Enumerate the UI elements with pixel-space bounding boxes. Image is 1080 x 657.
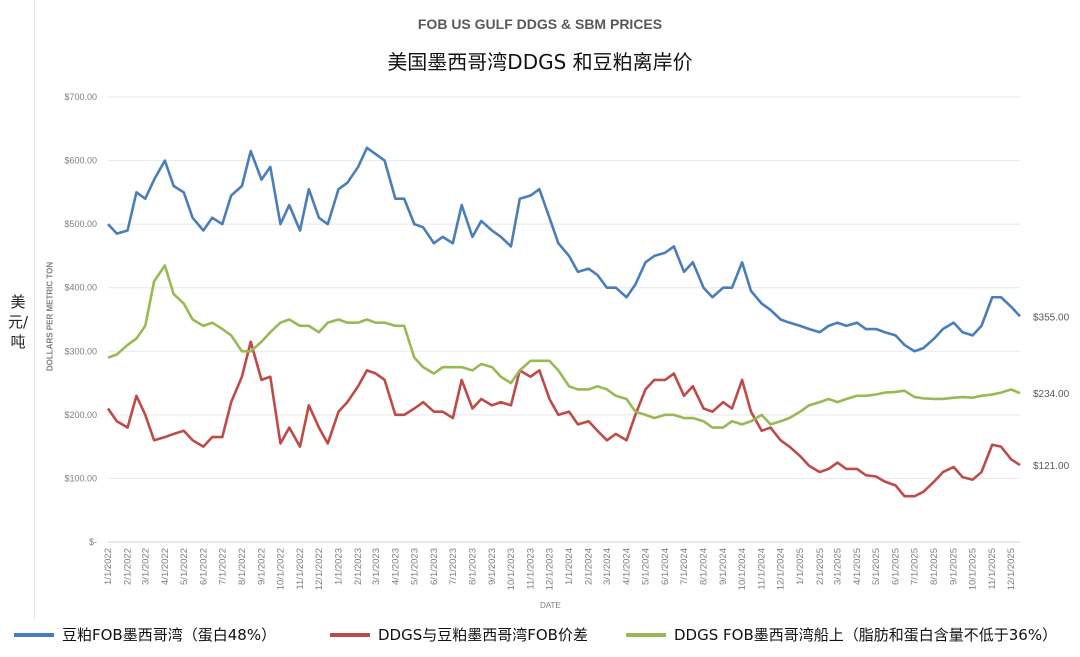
series-line-1 (106, 340, 1021, 498)
x-tick-label: 12/1/2023 (544, 548, 555, 590)
x-tick-label: 6/1/2024 (660, 548, 671, 585)
plot-area: $- $100.00 $200.00 $300.00 $400.00 $500.00 $60… (64, 92, 1070, 590)
x-tick-label: 8/1/2022 (237, 548, 248, 585)
x-tick-label: 8/1/2025 (929, 548, 940, 585)
x-tick-label: 10/1/2022 (275, 548, 286, 590)
x-tick-label: 12/1/2022 (314, 548, 325, 590)
end-value-label: $234.00 (1033, 389, 1070, 400)
y-axis-label-cn: 美元/吨 (8, 293, 29, 351)
x-tick-label: 1/1/2022 (103, 548, 114, 585)
y-tick-label: $200.00 (64, 410, 97, 420)
y-tick-label: $600.00 (64, 156, 97, 166)
y-tick-label: $500.00 (64, 219, 97, 229)
x-tick-label: 8/1/2024 (699, 548, 710, 585)
x-tick-label: 7/1/2024 (679, 548, 690, 585)
y-tick-label: $100.00 (64, 473, 97, 483)
legend-swatch (14, 632, 54, 637)
x-tick-label: 2/1/2025 (815, 548, 826, 585)
x-tick-label: 9/1/2022 (256, 548, 267, 585)
chart-subtitle: 美国墨西哥湾DDGS 和豆粕离岸价 (387, 50, 693, 74)
x-tick-label: 5/1/2025 (871, 548, 882, 585)
x-tick-label: 1/1/2025 (795, 548, 806, 585)
x-tick-label: 11/1/2023 (526, 548, 537, 590)
x-tick-label: 9/1/2023 (487, 548, 498, 585)
x-tick-label: 7/1/2025 (910, 548, 921, 585)
legend-swatch (330, 632, 370, 637)
x-tick-label: 5/1/2024 (640, 548, 651, 585)
end-value-label: $121.00 (1033, 461, 1070, 472)
x-tick-label: 4/1/2023 (390, 548, 401, 585)
legend-item-ddgs: DDGS FOB墨西哥湾船上（脂肪和蛋白含量不低于36%） (626, 624, 1057, 645)
legend-label: 豆粕FOB墨西哥湾（蛋白48%） (62, 626, 277, 644)
x-tick-label: 4/1/2024 (622, 548, 633, 585)
x-tick-label: 3/1/2022 (140, 548, 151, 585)
y-tick-label: $300.00 (64, 346, 97, 356)
x-tick-label: 8/1/2023 (467, 548, 478, 585)
y-tick-label: $- (89, 537, 97, 547)
x-tick-label: 11/1/2025 (987, 548, 998, 590)
x-tick-label: 6/1/2022 (198, 548, 209, 585)
x-tick-label: 3/1/2024 (602, 548, 613, 585)
x-tick-label: 12/1/2025 (1006, 548, 1017, 590)
y-tick-label: $700.00 (64, 92, 97, 102)
frame-divider (34, 0, 35, 620)
x-tick-label: 10/1/2025 (968, 548, 979, 590)
x-tick-label: 1/1/2023 (334, 548, 345, 585)
x-tick-label: 3/1/2023 (371, 548, 382, 585)
x-tick-label: 2/1/2023 (353, 548, 364, 585)
legend-item-sbm: 豆粕FOB墨西哥湾（蛋白48%） (14, 624, 276, 645)
legend-label: DDGS FOB墨西哥湾船上（脂肪和蛋白含量不低于36%） (674, 626, 1058, 644)
x-tick-label: 2/1/2024 (584, 548, 595, 585)
x-tick-label: 2/1/2022 (123, 548, 134, 585)
x-tick-label: 7/1/2023 (448, 548, 459, 585)
y-tick-label: $400.00 (64, 283, 97, 293)
chart-title: FOB US GULF DDGS & SBM PRICES (417, 16, 663, 32)
x-tick-label: 4/1/2025 (852, 548, 863, 585)
legend-label: DDGS与豆粕墨西哥湾FOB价差 (378, 626, 588, 644)
x-tick-label: 9/1/2024 (718, 548, 729, 585)
x-tick-label: 10/1/2023 (506, 548, 517, 590)
x-tick-label: 4/1/2022 (160, 548, 171, 585)
x-tick-label: 12/1/2024 (776, 548, 787, 590)
x-tick-label: 9/1/2025 (949, 548, 960, 585)
x-tick-label: 10/1/2024 (737, 548, 748, 590)
x-tick-label: 5/1/2022 (179, 548, 190, 585)
x-tick-label: 7/1/2022 (217, 548, 228, 585)
end-value-label: $355.00 (1033, 312, 1070, 323)
x-tick-label: 11/1/2024 (757, 548, 768, 590)
x-tick-label: 11/1/2022 (295, 548, 306, 590)
x-tick-label: 6/1/2025 (891, 548, 902, 585)
x-tick-label: 5/1/2023 (409, 548, 420, 585)
x-tick-label: 3/1/2025 (832, 548, 843, 585)
series-line-0 (107, 146, 1021, 353)
legend: 豆粕FOB墨西哥湾（蛋白48%） DDGS与豆粕墨西哥湾FOB价差 DDGS F… (0, 620, 1080, 650)
legend-item-spread: DDGS与豆粕墨西哥湾FOB价差 (330, 624, 588, 645)
x-axis-label: DATE (540, 601, 561, 610)
series-line-2 (107, 264, 1021, 429)
x-tick-label: 6/1/2023 (429, 548, 440, 585)
x-tick-label: 1/1/2024 (564, 548, 575, 585)
legend-swatch (626, 632, 666, 637)
